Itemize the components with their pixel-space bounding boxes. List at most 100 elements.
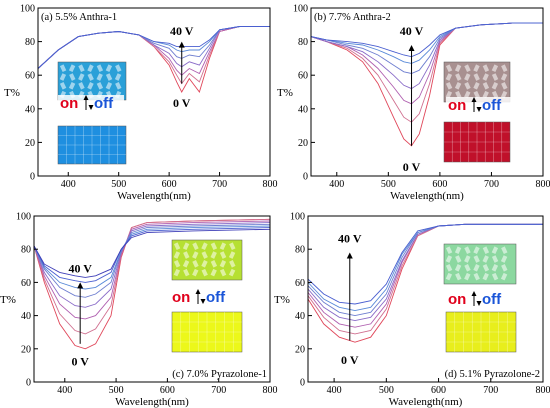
inset-texture — [192, 260, 199, 268]
series-line — [308, 223, 543, 305]
y-tick-label: 0 — [303, 172, 308, 183]
inset-texture — [192, 268, 199, 277]
inset-texture — [183, 251, 190, 259]
switch-arrow-down-icon — [200, 299, 206, 304]
inset-texture — [115, 64, 122, 73]
x-axis-label: Wavelength(nm) — [389, 396, 463, 408]
chart-panel-3: 400 500 600 700 800 0 20 40 60 80 100 Wavelength(nm… — [274, 212, 550, 408]
series-line — [311, 22, 543, 64]
inset-texture — [445, 272, 453, 281]
inset-texture — [482, 272, 489, 281]
panel-title: (c) 7.0% Pyrazolone-1 — [172, 369, 267, 380]
inset-texture — [464, 255, 471, 263]
inset-texture — [69, 73, 76, 81]
inset-texture — [210, 260, 218, 268]
y-tick-label: 60 — [295, 278, 305, 289]
switch-on-label: on — [448, 291, 466, 308]
y-tick-label: 40 — [295, 311, 305, 322]
inset-texture — [445, 246, 453, 255]
inset-texture — [219, 268, 227, 277]
y-tick-label: 100 — [16, 212, 31, 223]
inset-texture — [491, 64, 499, 73]
x-tick-label: 600 — [162, 179, 177, 190]
inset-texture — [482, 64, 490, 73]
inset-texture — [482, 90, 489, 99]
y-tick-label: 40 — [25, 104, 35, 115]
x-axis-label: Wavelength(nm) — [117, 190, 191, 202]
inset-texture — [482, 246, 490, 255]
switch-label-bg — [58, 95, 124, 112]
panel-title: (a) 5.5% Anthra-1 — [41, 12, 117, 23]
inset-texture — [210, 242, 218, 251]
inset-texture — [105, 64, 113, 73]
switch-arrow-up-icon — [83, 95, 89, 100]
y-tick-label: 100 — [293, 4, 308, 15]
arrow-head-icon — [408, 44, 415, 51]
inset-texture — [500, 255, 508, 263]
inset-texture — [192, 242, 199, 251]
switch-arrow-down-icon — [476, 301, 482, 306]
inset-texture — [201, 260, 208, 268]
chart-panel-0: 400 500 600 700 800 0 20 40 60 80 100 Wavelength(nm… — [4, 4, 277, 203]
inset-texture — [491, 73, 499, 81]
inset-texture — [501, 246, 508, 255]
voltage-low-label: 0 V — [173, 96, 191, 110]
inset-texture — [491, 264, 499, 272]
inset-texture — [473, 272, 480, 281]
inset-texture — [491, 90, 499, 99]
inset-texture — [455, 255, 462, 263]
switch-on-label: on — [172, 289, 190, 306]
inset-texture — [473, 82, 480, 90]
inset-texture — [78, 82, 85, 90]
switch-label-bg — [170, 289, 236, 306]
inset-texture — [105, 82, 113, 90]
inset-texture — [210, 268, 217, 277]
switch-arrow-up-icon — [471, 97, 477, 102]
inset-texture — [201, 251, 208, 259]
y-axis-label: T% — [277, 87, 293, 99]
inset-texture — [454, 264, 462, 272]
inset-texture — [445, 90, 453, 99]
y-tick-label: 0 — [30, 172, 35, 183]
inset-texture — [473, 90, 480, 99]
voltage-high-label: 40 V — [338, 232, 362, 246]
inset-texture — [219, 242, 227, 251]
plot-frame — [307, 215, 544, 383]
switch-arrow-down-icon — [88, 105, 94, 110]
x-axis-label: Wavelength(nm) — [390, 190, 464, 202]
inset-texture — [87, 82, 94, 90]
x-tick-label: 400 — [327, 385, 342, 396]
inset-texture — [464, 246, 471, 255]
switch-off-label: off — [206, 289, 226, 306]
inset-texture — [464, 73, 471, 81]
inset-texture — [500, 73, 508, 81]
inset-texture — [59, 64, 67, 73]
x-tick-label: 500 — [111, 179, 126, 190]
x-tick-label: 500 — [379, 385, 394, 396]
y-tick-label: 60 — [298, 71, 308, 82]
inset-texture — [68, 64, 76, 73]
inset-texture — [464, 264, 471, 272]
y-tick-label: 0 — [26, 378, 31, 389]
y-axis-label: T% — [0, 294, 16, 306]
inset-texture — [501, 82, 508, 90]
switch-off-label: off — [482, 97, 502, 114]
inset-texture — [96, 73, 103, 81]
series-line — [38, 26, 270, 69]
y-tick-label: 80 — [25, 37, 35, 48]
inset-texture — [455, 90, 462, 99]
y-tick-label: 60 — [21, 278, 31, 289]
voltage-high-label: 40 V — [170, 24, 194, 38]
inset-texture — [491, 272, 499, 281]
inset-texture — [464, 82, 471, 90]
switch-arrow-down-icon — [476, 107, 482, 112]
inset-texture — [445, 255, 453, 263]
series-line — [34, 222, 270, 308]
x-tick-label: 600 — [431, 385, 446, 396]
switch-on-label: on — [60, 95, 78, 112]
inset-texture — [219, 251, 227, 259]
voltage-low-label: 0 V — [71, 354, 89, 368]
x-tick-label: 700 — [211, 385, 226, 396]
series-line — [34, 225, 270, 290]
